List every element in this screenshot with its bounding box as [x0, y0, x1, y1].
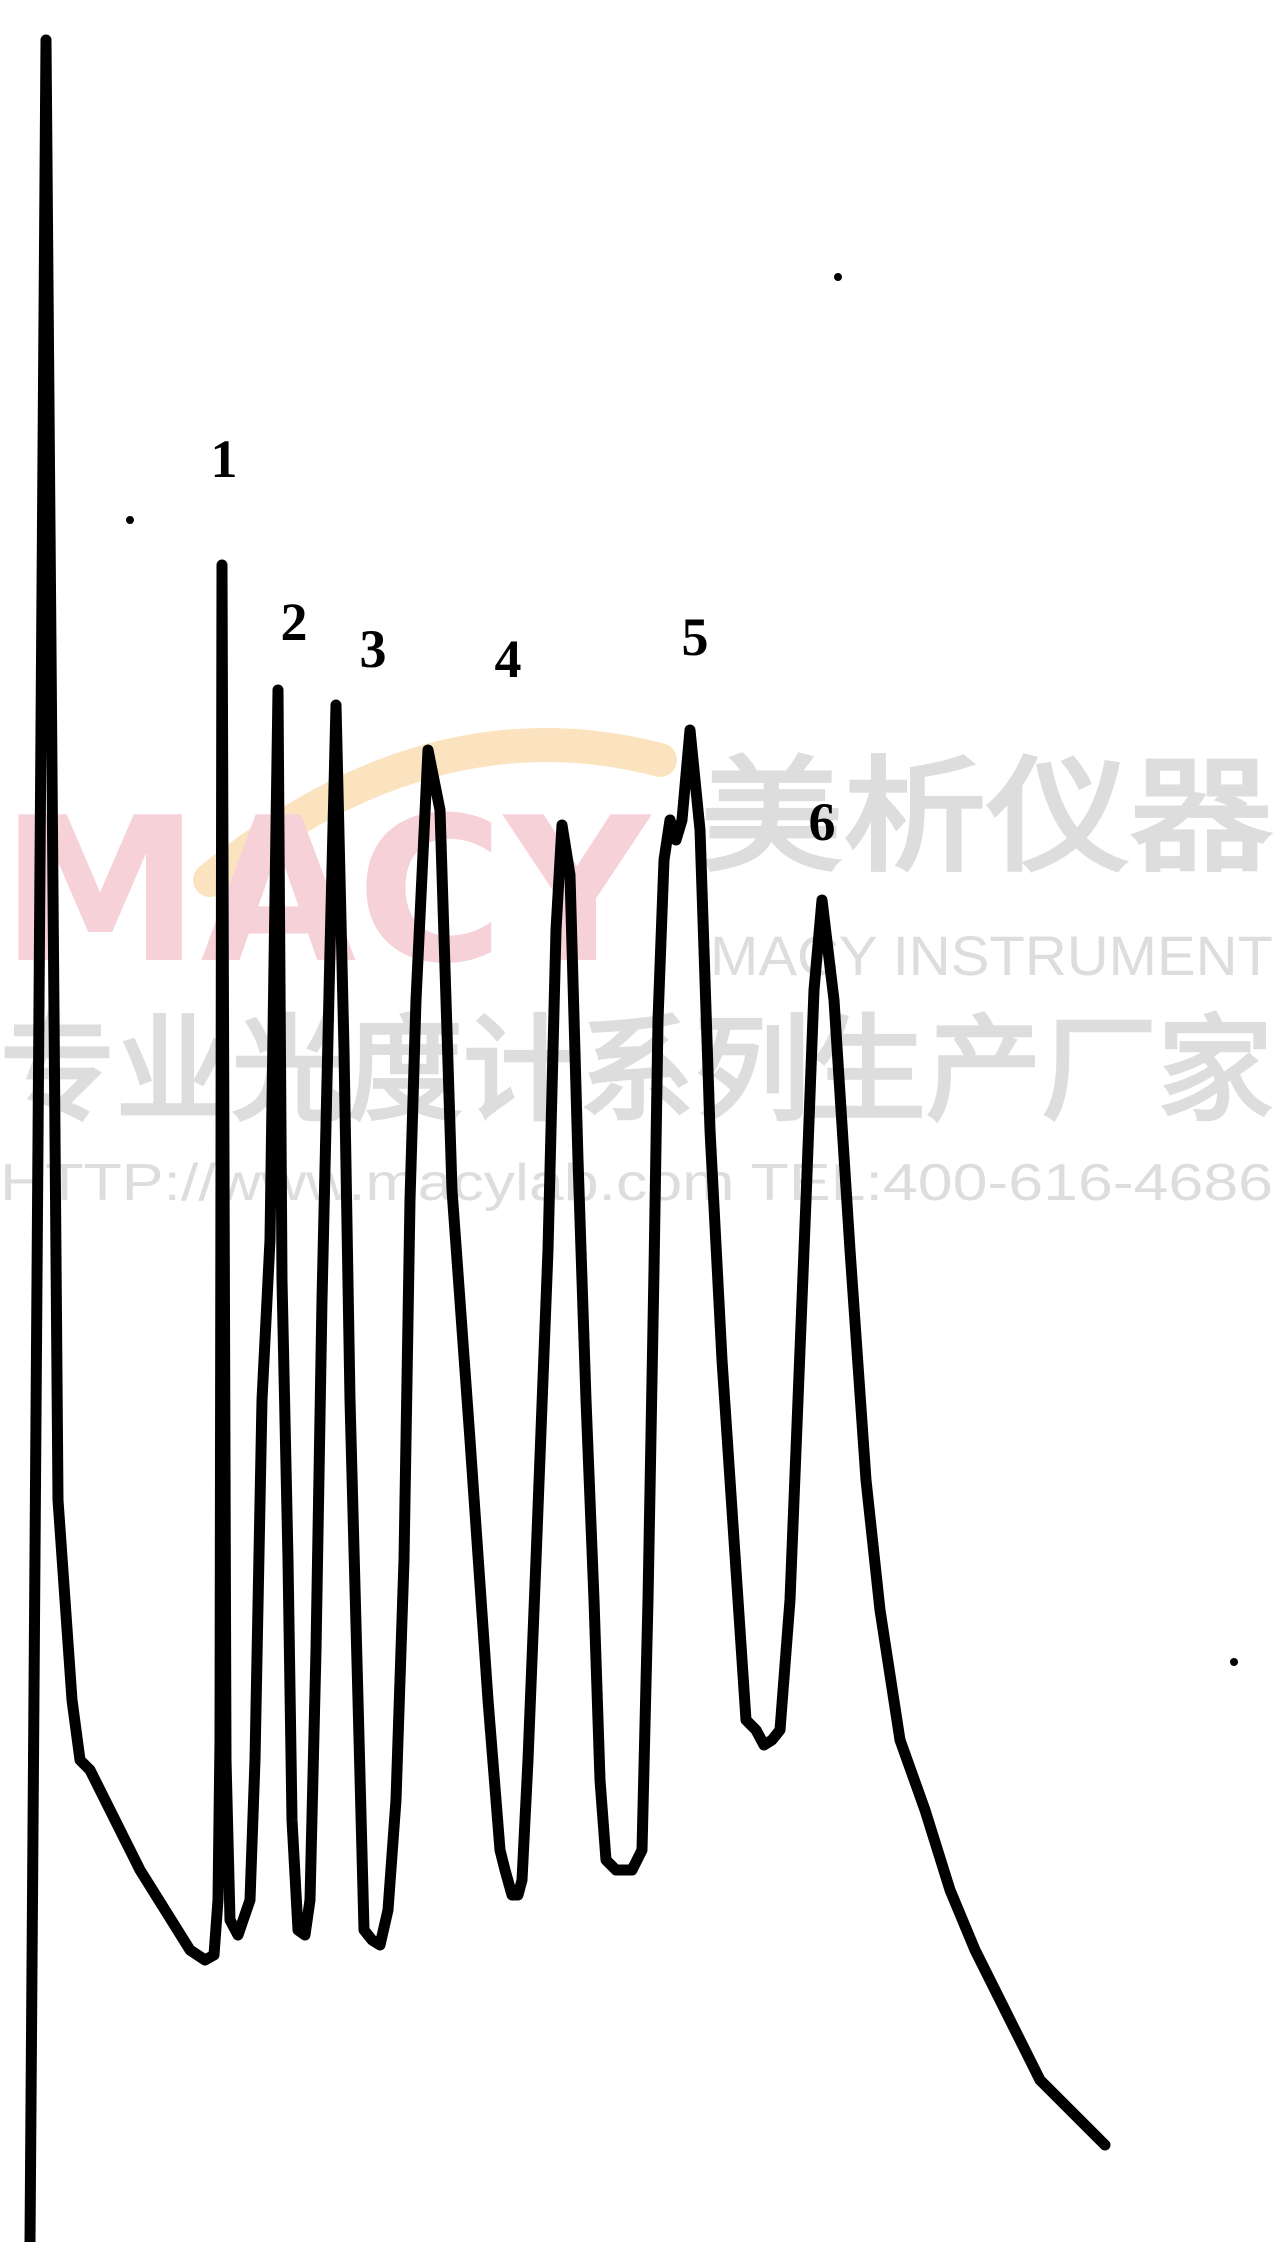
- peak-label-3: 3: [360, 619, 387, 679]
- chromatogram-trace-1: [24, 34, 1111, 2247]
- scan-artifact-dot-3: [1230, 1658, 1238, 1666]
- peak-label-4: 4: [495, 629, 522, 689]
- watermark-slogan: 专业光度计系列生产厂家: [0, 1004, 1273, 1138]
- peak-label-5: 5: [682, 607, 709, 667]
- plot-area: 12 3 4 56: [24, 34, 1238, 2247]
- watermark: MACY 美析仪器 MACY INSTRUMENT 专业光度计系列生产厂家 HT…: [0, 728, 1273, 1212]
- scan-artifact-dot-1: [126, 516, 134, 524]
- scan-artifact-dot-2: [834, 273, 842, 281]
- peak-label-2: 2: [281, 592, 308, 652]
- watermark-company-en: MACY INSTRUMENT: [710, 924, 1273, 987]
- watermark-company-cn: 美析仪器: [700, 745, 1273, 890]
- peak-label-1: 1: [211, 429, 238, 489]
- watermark-contact: HTTP://www.macylab.com TEL:400-616-4686: [0, 1154, 1273, 1212]
- peak-label-6: 6: [809, 792, 836, 852]
